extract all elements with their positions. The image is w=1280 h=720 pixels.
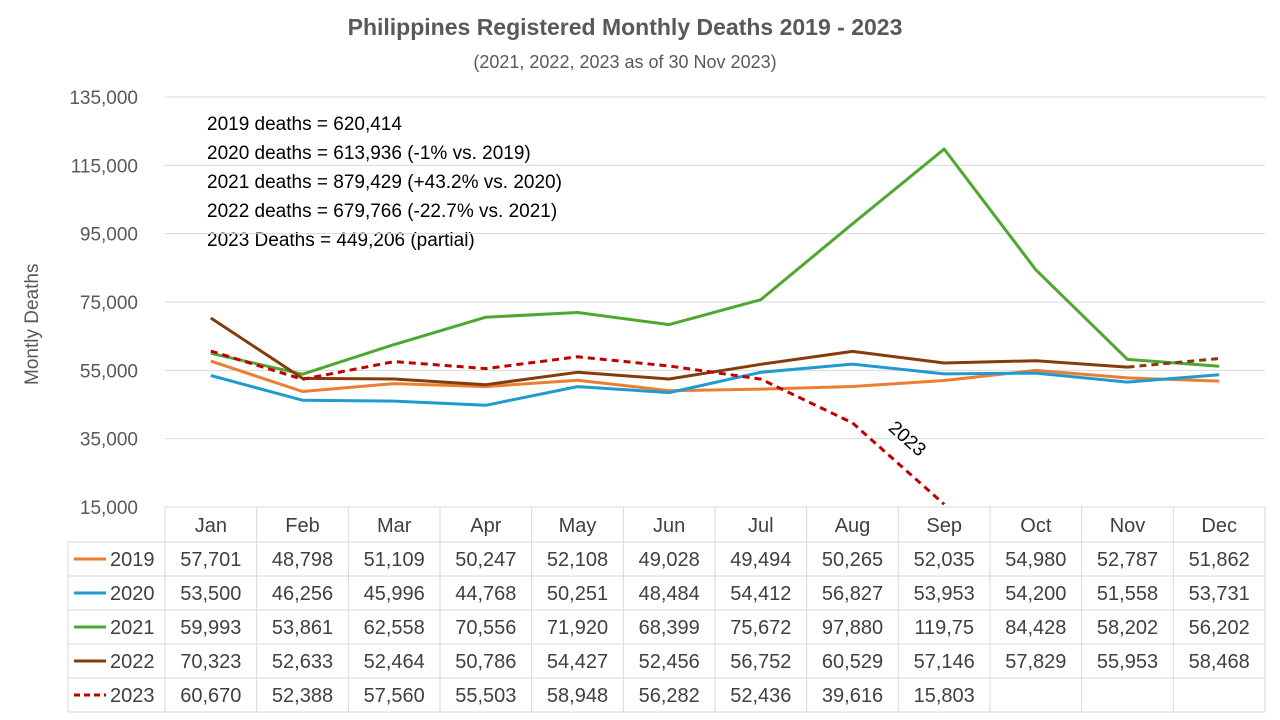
data-table-cell: 56,752	[730, 651, 791, 673]
legend-label: 2019	[110, 549, 155, 571]
data-table-cell: 39,616	[822, 685, 883, 707]
series-line-2020	[210, 362, 1220, 407]
data-table-cell: 62,558	[364, 617, 425, 639]
legend-label: 2023	[110, 685, 155, 707]
data-table-cell: 119,75	[914, 617, 974, 639]
data-table-cell: 97,880	[822, 617, 883, 639]
data-table-cell: 49,494	[730, 549, 791, 571]
annotation-2021: 2021 deaths = 879,429 (+43.2% vs. 2020)	[207, 172, 562, 193]
data-table-cell: 57,560	[364, 685, 425, 707]
x-tick-label: Jul	[748, 515, 774, 537]
data-table-cell: 54,200	[1005, 583, 1066, 605]
series-line-2022	[209, 316, 1128, 387]
y-tick-label: 75,000	[80, 293, 138, 314]
data-table-cell: 44,768	[455, 583, 516, 605]
data-table-cell: 54,412	[730, 583, 791, 605]
data-table-cell: 53,500	[180, 583, 241, 605]
y-tick-label: 135,000	[69, 88, 138, 109]
data-table-cell: 53,731	[1189, 583, 1250, 605]
x-tick-label: Dec	[1201, 515, 1237, 537]
legend-label: 2021	[110, 617, 155, 639]
series-line-2021	[210, 147, 1220, 376]
legend-label: 2020	[110, 583, 155, 605]
x-tick-label: Sep	[926, 515, 962, 537]
y-tick-label: 55,000	[80, 361, 138, 382]
data-table-cell: 70,556	[455, 617, 516, 639]
data-table-cell: 52,436	[730, 685, 791, 707]
data-table-cell: 46,256	[272, 583, 333, 605]
annotation-2023: 2023 Deaths = 449,206 (partial)	[207, 230, 475, 251]
data-table-cell: 49,028	[639, 549, 700, 571]
y-tick-label: 15,000	[80, 498, 138, 519]
data-table-cell: 71,920	[547, 617, 608, 639]
x-tick-label: Oct	[1020, 515, 1052, 537]
data-table-cell: 51,558	[1097, 583, 1158, 605]
data-table-cell: 70,323	[180, 651, 241, 673]
annotation-2019: 2019 deaths = 620,414	[207, 114, 402, 135]
y-tick-label: 115,000	[71, 156, 138, 177]
data-table-cell: 48,798	[272, 549, 333, 571]
chart-title: Philippines Registered Monthly Deaths 20…	[347, 14, 903, 40]
x-tick-label: Jun	[653, 515, 685, 537]
data-table-cell: 50,786	[455, 651, 516, 673]
data-table-cell: 52,108	[547, 549, 608, 571]
x-tick-label: Mar	[377, 515, 412, 537]
data-table-cell: 45,996	[364, 583, 425, 605]
x-tick-label: Jan	[195, 515, 227, 537]
data-table-cell: 68,399	[639, 617, 700, 639]
data-table-cell: 51,109	[364, 549, 425, 571]
data-table-cell: 56,827	[822, 583, 883, 605]
data-table-cell: 52,464	[364, 651, 425, 673]
data-table-cell: 54,427	[547, 651, 608, 673]
data-table-cell: 54,980	[1005, 549, 1066, 571]
annotation-2020: 2020 deaths = 613,936 (-1% vs. 2019)	[207, 143, 531, 164]
data-table-cell: 51,862	[1189, 549, 1250, 571]
data-table-cell: 52,456	[639, 651, 700, 673]
data-table-cell: 58,948	[547, 685, 608, 707]
data-table-cell: 57,701	[180, 549, 241, 571]
data-table-cell: 58,468	[1189, 651, 1250, 673]
x-tick-label: Aug	[835, 515, 871, 537]
chart-subtitle: (2021, 2022, 2023 as of 30 Nov 2023)	[473, 52, 777, 72]
x-tick-label: May	[559, 515, 597, 537]
data-table-cell: 50,251	[547, 583, 608, 605]
data-table-cell: 55,953	[1097, 651, 1158, 673]
data-table-cell: 53,861	[272, 617, 333, 639]
data-table-cell: 50,265	[822, 549, 883, 571]
data-table-cell: 58,202	[1097, 617, 1158, 639]
data-table-cell: 84,428	[1005, 617, 1066, 639]
series-line-2022-dashed	[1127, 357, 1220, 369]
data-table-cell: 48,484	[639, 583, 700, 605]
data-table-cell: 56,202	[1189, 617, 1250, 639]
data-table-cell: 55,503	[455, 685, 516, 707]
data-table-cell: 75,672	[730, 617, 791, 639]
annotation-2022: 2022 deaths = 679,766 (-22.7% vs. 2021)	[207, 201, 558, 222]
series-line-2019	[210, 359, 1220, 393]
data-table-cell: 50,247	[455, 549, 516, 571]
data-table-cell: 60,670	[180, 685, 241, 707]
data-table-cell: 59,993	[180, 617, 241, 639]
x-tick-label: Apr	[470, 515, 501, 537]
x-tick-label: Nov	[1110, 515, 1146, 537]
data-table-cell: 53,953	[914, 583, 975, 605]
data-table-cell: 52,787	[1097, 549, 1158, 571]
data-table-cell: 52,035	[914, 549, 975, 571]
data-table-cell: 52,633	[272, 651, 333, 673]
data-table-cell: 60,529	[822, 651, 883, 673]
data-table-cell: 15,803	[914, 685, 975, 707]
data-table-cell: 52,388	[272, 685, 333, 707]
legend-label: 2022	[110, 651, 155, 673]
y-tick-label: 35,000	[80, 430, 138, 451]
x-tick-label: Feb	[285, 515, 319, 537]
data-table-cell: 57,146	[914, 651, 975, 673]
data-table-cell: 56,282	[639, 685, 700, 707]
data-table-cell: 57,829	[1005, 651, 1066, 673]
series-line-2023-dashed	[210, 349, 946, 506]
y-tick-label: 95,000	[80, 225, 138, 246]
